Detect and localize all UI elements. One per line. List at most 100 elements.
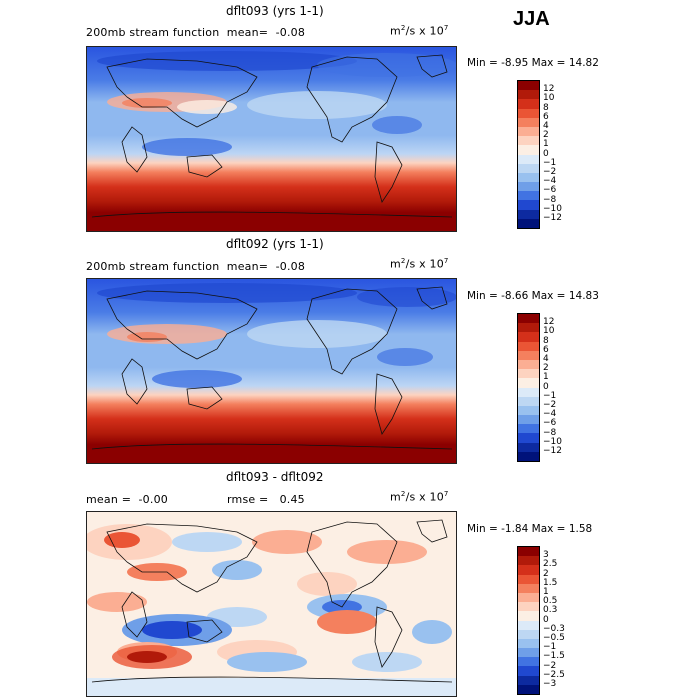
colorbar-tick-label: −1.5: [543, 651, 565, 662]
colorbar-swatch: [518, 218, 539, 228]
panel-1-mean-label: mean=: [226, 26, 269, 39]
panel-3-mean-label: mean =: [86, 493, 132, 506]
colorbar-tick-label: −1: [543, 157, 557, 168]
colorbar-tick-label: 0.5: [543, 596, 558, 607]
colorbar-tick-label: −1: [543, 642, 557, 653]
colorbar-tick-label: −0.3: [543, 623, 565, 634]
colorbar-tick-label: 6: [543, 344, 549, 355]
panel-1-max-label: Max =: [531, 57, 566, 69]
colorbar-swatch: [518, 90, 539, 100]
colorbar-swatch: [518, 136, 539, 146]
colorbar-swatch: [518, 684, 539, 694]
colorbar-swatch: [518, 117, 539, 127]
colorbar-tick-label: 3: [543, 550, 549, 561]
colorbar-tick-label: 12: [543, 317, 555, 328]
colorbar-tick-label: 1: [543, 372, 549, 383]
colorbar-tick-label: −4: [543, 176, 557, 187]
panel-2-units-base: m: [390, 257, 401, 271]
panel-1-max-value: 14.82: [568, 57, 599, 69]
colorbar-tick-label: 6: [543, 111, 549, 122]
colorbar-tick-label: −12: [543, 446, 562, 456]
colorbar-tick-label: −2: [543, 400, 557, 410]
colorbar-swatch: [518, 648, 539, 658]
panel-3-rmse-value: 0.45: [279, 493, 305, 506]
colorbar-swatch: [518, 547, 539, 557]
panel-1-mean-value: -0.08: [275, 26, 306, 39]
panel-2-min-label: Min =: [467, 290, 498, 302]
colorbar-swatch: [518, 314, 539, 324]
colorbar-swatch: [518, 583, 539, 593]
colorbar-swatch: [518, 629, 539, 639]
colorbar-swatch: [518, 323, 539, 333]
panel-1-min-label: Min =: [467, 57, 498, 69]
panel-2-title: dflt092 (yrs 1-1): [226, 237, 324, 251]
colorbar-swatch: [518, 108, 539, 118]
colorbar-swatch: [518, 602, 539, 612]
colorbar-tick-label: −12: [543, 213, 562, 223]
colorbar-tick-label: 1: [543, 587, 549, 597]
panel-3-title: dflt093 - dflt092: [226, 470, 324, 484]
colorbar-swatch: [518, 675, 539, 685]
colorbar-swatch: [518, 592, 539, 603]
panel-3-contour-field: [87, 512, 456, 696]
colorbar-swatch: [518, 172, 539, 183]
panel-3-units-base: m: [390, 490, 401, 504]
colorbar-swatch: [518, 191, 539, 201]
colorbar-tick-label: 10: [543, 326, 555, 337]
colorbar-swatch: [518, 387, 539, 397]
colorbar-swatch: [518, 657, 539, 667]
colorbar-tick-label: 0: [543, 614, 549, 625]
panel-1-units-mid: /s x 10: [405, 24, 444, 38]
colorbar-swatch: [518, 405, 539, 416]
panel-2-units: m2/s x 107: [390, 257, 449, 271]
panel-2-map: [86, 278, 457, 464]
colorbar-tick-label: −6: [543, 185, 557, 196]
panel-3-units-sup2: 7: [443, 490, 449, 498]
panel-1-units-sup2: 7: [443, 24, 449, 32]
colorbar-swatch: [518, 620, 539, 630]
panel-2-max-label: Max =: [531, 290, 566, 302]
colorbar-swatch: [518, 451, 539, 461]
colorbar-tick-label: −10: [543, 436, 562, 447]
panel-3-map: [86, 511, 457, 697]
panel-3-mean-value: -0.00: [138, 493, 168, 506]
colorbar-tick-label: 2: [543, 568, 549, 579]
panel-2-field-label: 200mb stream function mean= -0.08: [86, 260, 305, 273]
colorbar-tick-label: −4: [543, 409, 557, 420]
panel-3-colorbar: [517, 546, 540, 695]
colorbar-swatch: [518, 99, 539, 109]
panel-2-mean-label: mean=: [226, 260, 269, 273]
panel-3-units-sup1: 2: [400, 490, 406, 498]
panel-2-colorbar: [517, 313, 540, 462]
panel-3-mean: mean = -0.00: [86, 493, 168, 506]
colorbar-tick-label: 2: [543, 363, 549, 374]
panel-1-units-sup1: 2: [400, 24, 406, 32]
colorbar-swatch: [518, 209, 539, 219]
colorbar-swatch: [518, 442, 539, 452]
colorbar-tick-label: −3: [543, 679, 557, 689]
colorbar-swatch: [518, 341, 539, 351]
panel-3-min-value: -1.84: [501, 523, 529, 535]
panel-1-map: [86, 46, 457, 232]
colorbar-swatch: [518, 396, 539, 406]
colorbar-tick-label: −8: [543, 194, 557, 205]
panel-3-rmse-label: rmse =: [227, 493, 269, 506]
panel-2-mean-value: -0.08: [275, 260, 306, 273]
colorbar-tick-label: 0: [543, 381, 549, 392]
panel-3-max-value: 1.58: [568, 523, 593, 535]
colorbar-swatch: [518, 415, 539, 425]
colorbar-swatch: [518, 369, 539, 379]
panel-3-minmax: Min = -1.84 Max = 1.58: [467, 523, 592, 535]
colorbar-tick-label: 8: [543, 102, 549, 113]
colorbar-tick-label: −6: [543, 418, 557, 429]
panel-1-units: m2/s x 107: [390, 24, 449, 38]
panel-1-colorbar: [517, 80, 540, 229]
panel-2-min-value: -8.66: [501, 290, 529, 302]
panel-1-min-value: -8.95: [501, 57, 529, 69]
colorbar-tick-label: −2: [543, 167, 557, 177]
colorbar-swatch: [518, 666, 539, 676]
colorbar-swatch: [518, 556, 539, 566]
colorbar-swatch: [518, 81, 539, 91]
colorbar-swatch: [518, 574, 539, 584]
panel-2-max-value: 14.83: [568, 290, 599, 302]
